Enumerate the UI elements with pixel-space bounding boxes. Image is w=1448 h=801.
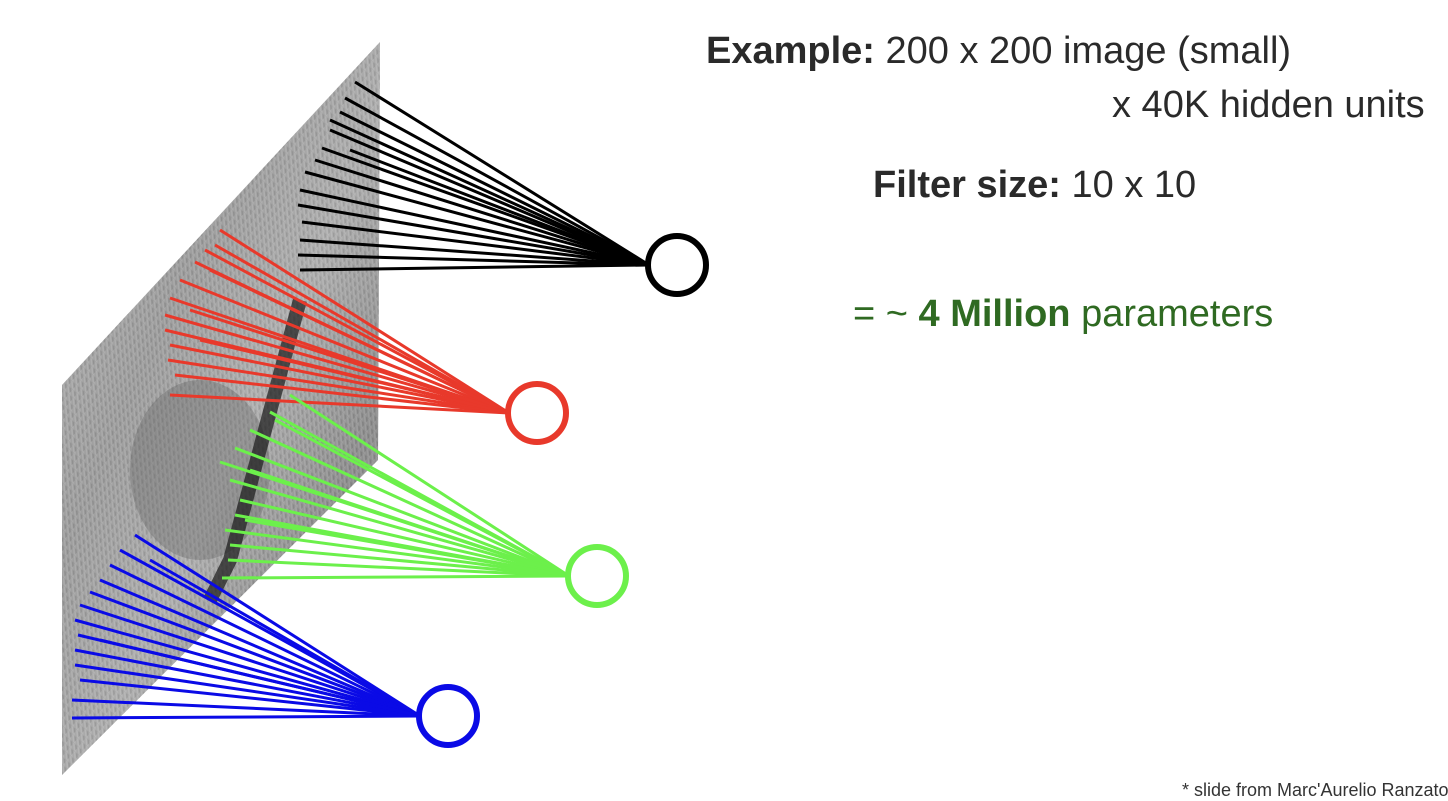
parameters-text: = ~ 4 Million parameters xyxy=(853,293,1273,336)
green-hidden-unit-connection xyxy=(227,558,570,578)
params-prefix: = ~ xyxy=(853,293,908,335)
black-hidden-unit xyxy=(645,233,709,297)
example-text: Example: 200 x 200 image (small) xyxy=(706,30,1291,73)
blue-hidden-unit-connection xyxy=(149,558,421,718)
black-hidden-unit-connection xyxy=(297,253,650,267)
blue-hidden-unit-connection xyxy=(99,578,421,718)
red-hidden-unit-connection xyxy=(189,308,510,415)
red-hidden-unit-connection xyxy=(204,248,510,415)
blue-hidden-unit-connection xyxy=(74,648,421,718)
example-value: 200 x 200 image (small) xyxy=(885,30,1292,72)
blue-hidden-unit-connection xyxy=(99,638,421,718)
red-hidden-unit-connection xyxy=(169,393,510,415)
blue-hidden-unit-connection xyxy=(89,590,421,718)
green-hidden-unit-connection xyxy=(234,446,570,578)
red-hidden-unit-connection xyxy=(167,358,510,415)
green-hidden-unit-connection xyxy=(249,468,570,578)
black-hidden-unit-connection xyxy=(297,203,650,267)
black-hidden-unit-connection xyxy=(304,170,650,267)
blue-hidden-unit-connection xyxy=(74,663,421,718)
blue-hidden-unit-connection xyxy=(79,603,421,718)
green-hidden-unit-connection xyxy=(289,393,570,578)
connections xyxy=(71,80,650,720)
params-value: 4 Million xyxy=(918,293,1071,335)
red-hidden-unit-connection xyxy=(219,228,510,415)
red-hidden-unit-connection xyxy=(179,278,510,415)
green-hidden-unit-connection xyxy=(229,543,570,578)
blue-hidden-unit-connection xyxy=(71,698,421,718)
blue-hidden-unit-connection xyxy=(134,533,421,718)
black-hidden-unit-connection xyxy=(314,158,650,267)
blue-hidden-unit-connection xyxy=(79,678,421,718)
green-hidden-unit-connection xyxy=(249,428,570,578)
black-hidden-unit-connection xyxy=(349,148,650,267)
hidden-units xyxy=(416,233,709,748)
filter-label: Filter size: xyxy=(873,164,1061,206)
filter-value: 10 x 10 xyxy=(1071,164,1197,206)
green-hidden-unit xyxy=(565,544,629,608)
black-hidden-unit-connection xyxy=(301,220,650,267)
black-hidden-unit-connection xyxy=(299,263,650,272)
example-label: Example: xyxy=(706,30,875,72)
slide-credit: * slide from Marc'Aurelio Ranzato xyxy=(1182,780,1448,800)
blue-hidden-unit xyxy=(416,684,480,748)
black-hidden-unit-connection xyxy=(344,96,650,267)
green-hidden-unit-connection xyxy=(239,498,570,578)
red-hidden-unit-connection xyxy=(164,313,510,415)
black-hidden-unit-connection xyxy=(339,110,650,267)
red-hidden-unit-connection xyxy=(209,268,510,415)
black-hidden-unit-connection xyxy=(329,128,650,267)
red-hidden-unit-connection xyxy=(199,338,510,415)
black-hidden-unit-connection xyxy=(354,80,650,267)
hidden-units-text: x 40K hidden units xyxy=(1112,84,1425,126)
green-hidden-unit-connection xyxy=(274,418,570,578)
red-hidden-unit xyxy=(505,381,569,445)
red-hidden-unit-connection xyxy=(174,373,510,415)
green-hidden-unit-connection xyxy=(221,574,570,580)
blue-hidden-unit-connection xyxy=(71,714,421,720)
filter-size-text: Filter size: 10 x 10 xyxy=(873,164,1196,207)
blue-hidden-unit-connection xyxy=(74,618,421,718)
params-suffix: parameters xyxy=(1081,293,1274,335)
red-hidden-unit-connection xyxy=(169,343,510,415)
black-hidden-unit-connection xyxy=(299,188,650,267)
black-hidden-unit-connection xyxy=(329,118,650,267)
green-hidden-unit-connection xyxy=(224,528,570,578)
green-hidden-unit-connection xyxy=(229,478,570,578)
red-hidden-unit-connection xyxy=(214,243,510,415)
green-hidden-unit-connection xyxy=(244,518,570,578)
black-hidden-unit-connection xyxy=(299,238,650,267)
blue-hidden-unit-connection xyxy=(109,563,421,718)
